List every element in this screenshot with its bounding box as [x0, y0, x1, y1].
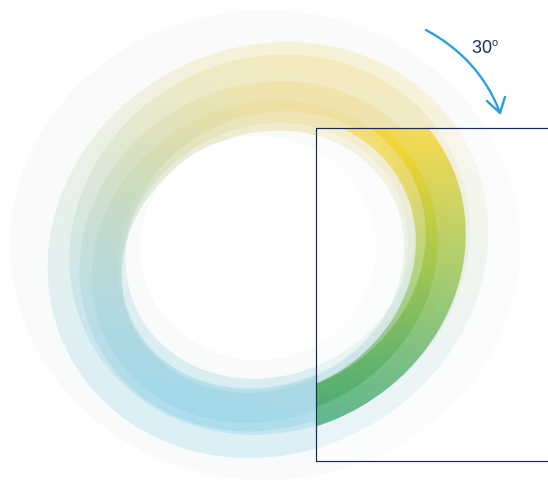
rotation-angle-label: 30o: [472, 37, 498, 57]
curved-arrow-icon: [424, 28, 507, 115]
rotated-frame: [315, 127, 548, 463]
degree-symbol: o: [492, 37, 498, 49]
rotation-angle-value: 30: [472, 37, 492, 57]
frame-border: [315, 127, 548, 463]
